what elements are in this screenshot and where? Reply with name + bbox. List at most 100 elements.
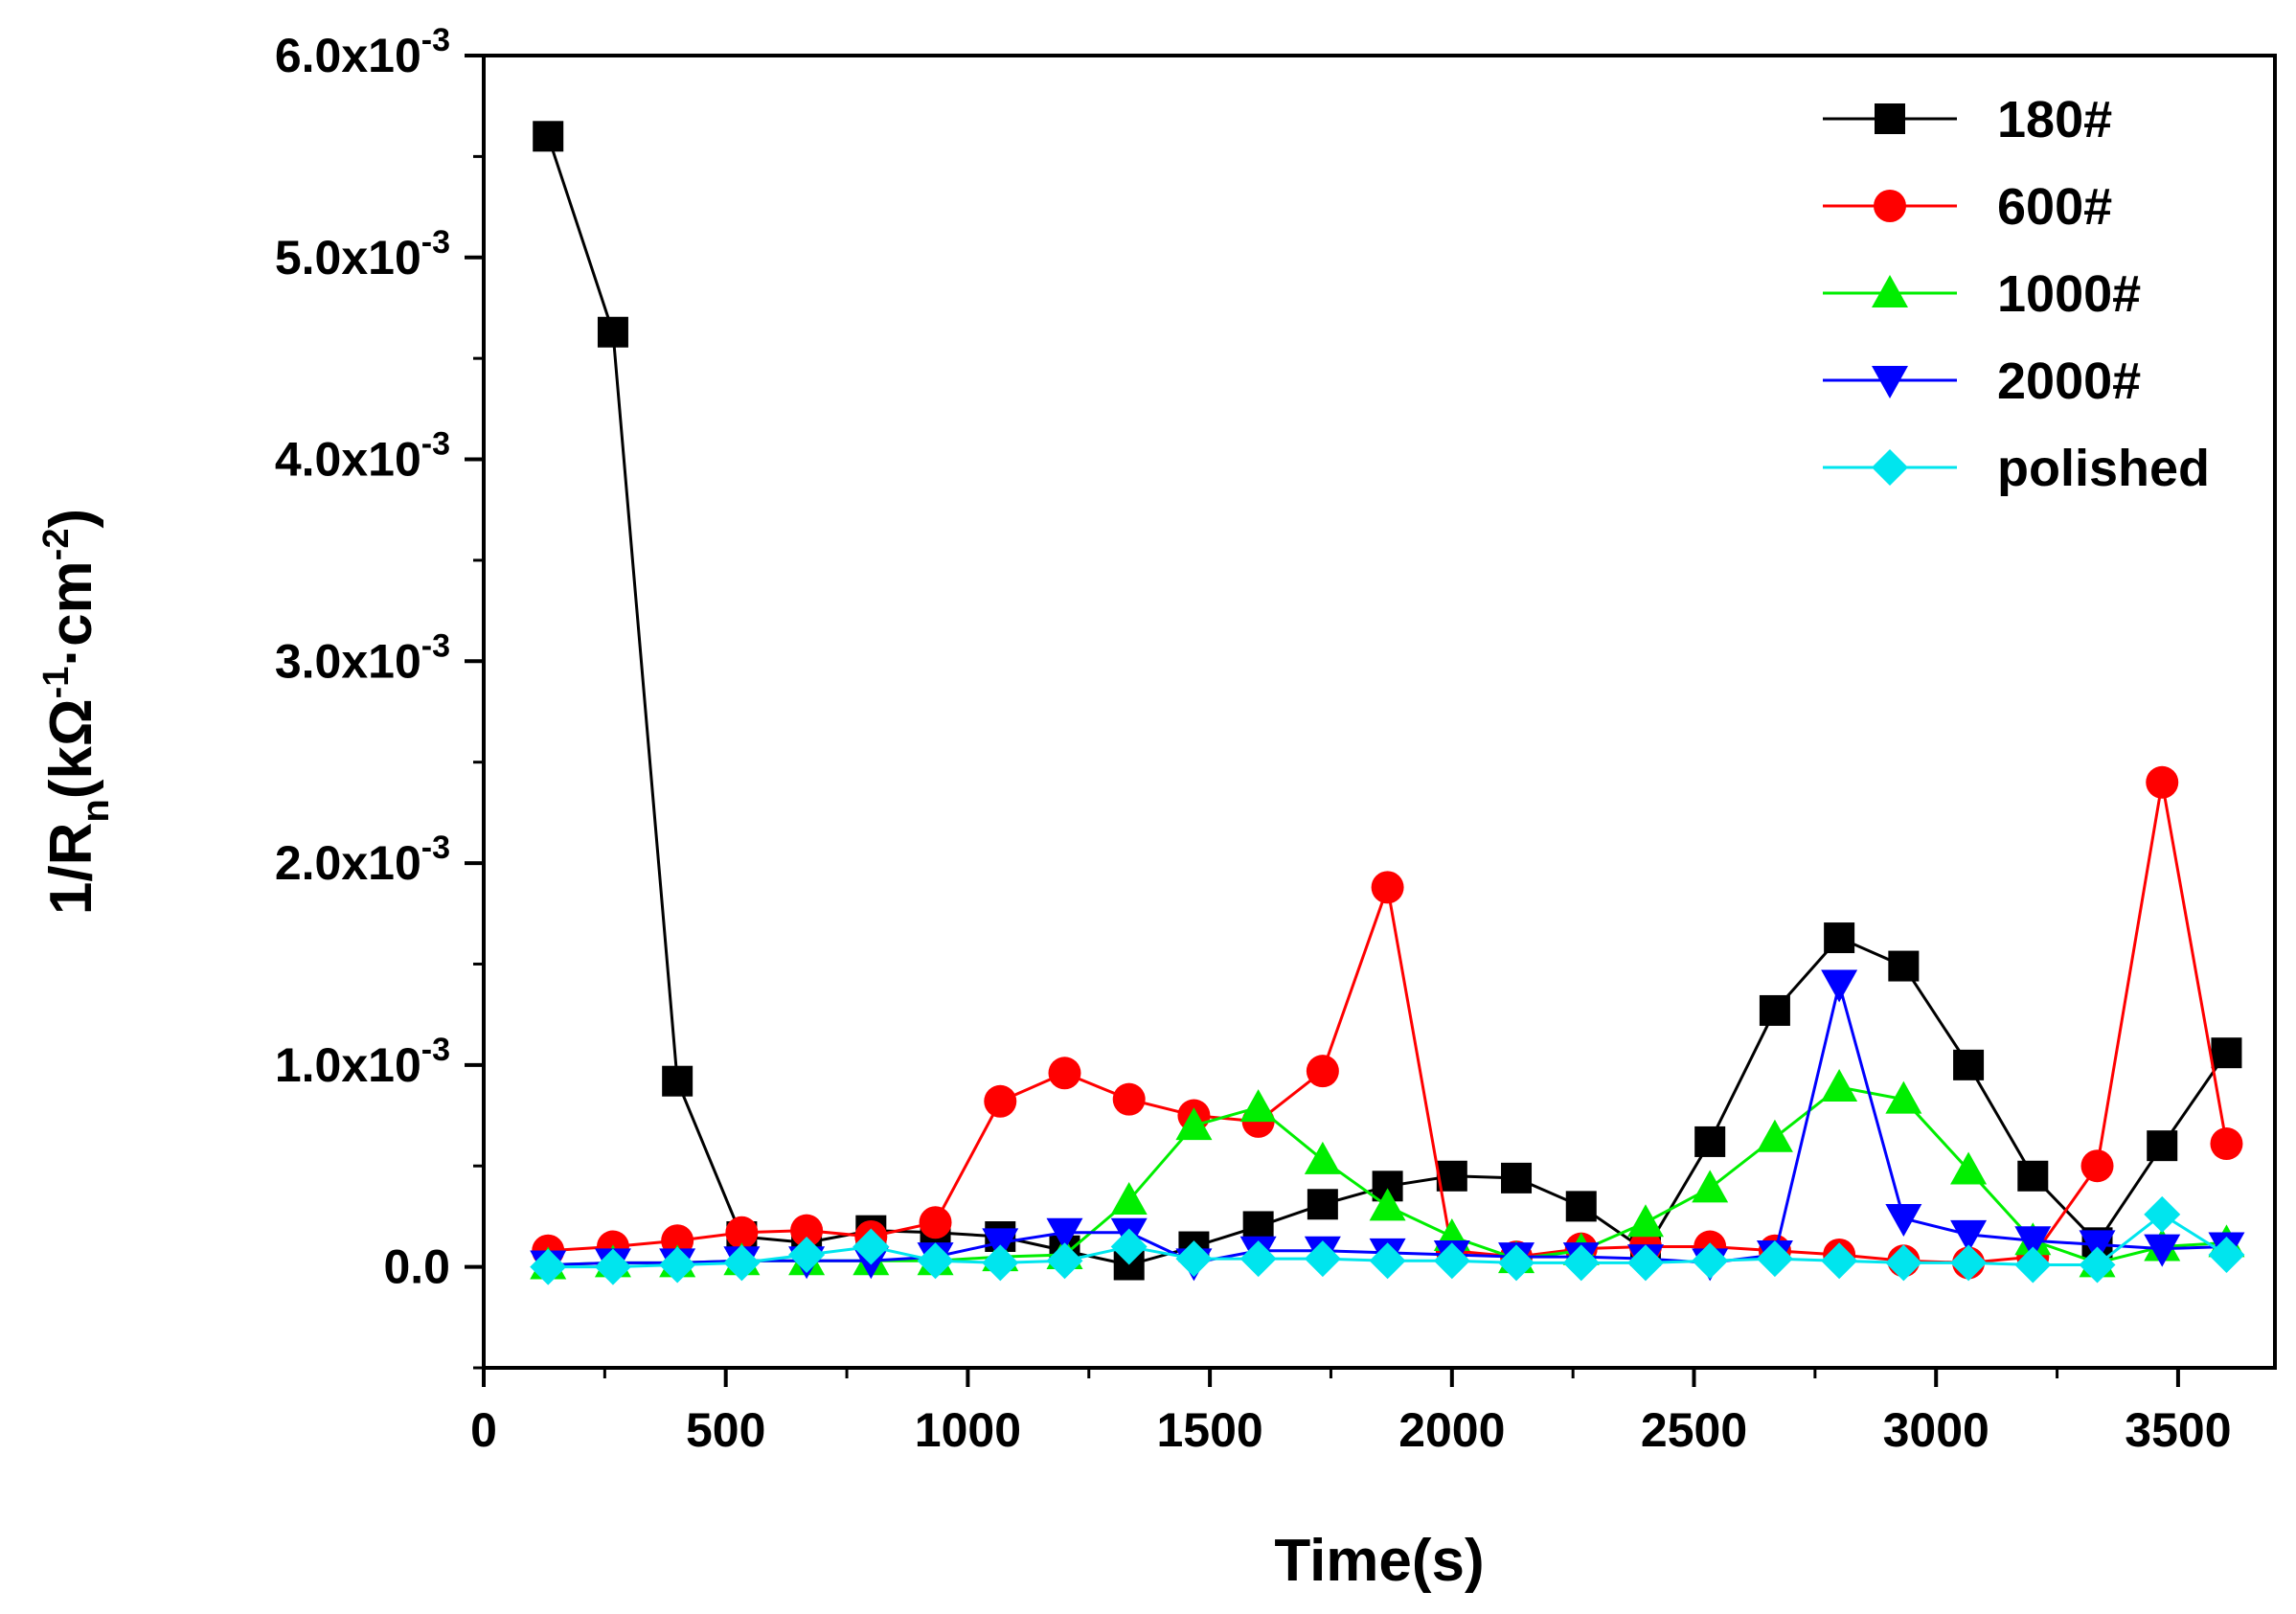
data-point xyxy=(1888,950,1920,982)
data-point xyxy=(2208,1236,2245,1273)
x-tick-label: 2500 xyxy=(1641,1403,1747,1457)
legend-marker xyxy=(1872,449,1908,486)
data-point xyxy=(1885,1204,1922,1238)
data-point xyxy=(1110,1228,1148,1265)
data-point xyxy=(1498,1244,1535,1282)
y-tick-label: 2.0x10-3 xyxy=(275,830,450,890)
legend-marker xyxy=(1872,275,1908,307)
data-point xyxy=(1112,1082,1146,1116)
data-point xyxy=(725,1216,759,1249)
data-point xyxy=(2211,1037,2242,1069)
data-point xyxy=(919,1206,952,1239)
data-point xyxy=(530,1248,567,1285)
data-point xyxy=(2014,1246,2052,1284)
data-point xyxy=(1048,1057,1081,1090)
data-point xyxy=(1824,922,1855,954)
data-point xyxy=(1953,1049,1985,1080)
data-point xyxy=(982,1228,1019,1262)
data-point xyxy=(1626,1244,1664,1282)
data-point xyxy=(1756,1240,1793,1278)
legend-item: 1000# xyxy=(1823,265,2141,323)
x-tick-label: 2000 xyxy=(1398,1403,1505,1457)
legend-label: polished xyxy=(1997,440,2210,497)
data-point xyxy=(852,1228,890,1265)
legend-label: 2000# xyxy=(1997,352,2141,410)
data-point xyxy=(1821,1242,1858,1280)
legend-item: polished xyxy=(1823,440,2210,497)
data-point xyxy=(788,1236,826,1273)
data-point xyxy=(662,1065,693,1097)
data-point xyxy=(982,1244,1019,1282)
data-point xyxy=(1371,871,1404,904)
data-point xyxy=(2017,1160,2049,1192)
data-point xyxy=(1369,1188,1406,1221)
x-tick-label: 500 xyxy=(686,1403,765,1457)
data-point xyxy=(2144,1195,2181,1233)
data-point xyxy=(1821,969,1858,1003)
data-point xyxy=(1759,994,1790,1026)
data-point xyxy=(1950,1151,1988,1185)
legend-item: 600# xyxy=(1823,178,2112,236)
data-point xyxy=(1239,1089,1277,1123)
data-point xyxy=(1175,1107,1213,1141)
data-point xyxy=(1433,1242,1470,1280)
data-point xyxy=(723,1244,761,1282)
legend: 180# 600# 1000# 2000# polished xyxy=(1823,91,2210,497)
data-point xyxy=(1304,1240,1341,1278)
data-point xyxy=(1694,1125,1726,1157)
data-point xyxy=(1110,1182,1148,1216)
data-point xyxy=(1306,1055,1339,1088)
data-point xyxy=(1501,1162,1533,1193)
series-layer xyxy=(530,121,2245,1285)
x-tick-label: 1000 xyxy=(915,1403,1021,1457)
data-point xyxy=(1565,1191,1597,1222)
data-point xyxy=(1950,1244,1988,1282)
data-point xyxy=(2079,1246,2116,1284)
x-tick-label: 0 xyxy=(470,1403,497,1457)
data-point xyxy=(2080,1149,2114,1183)
plot-frame xyxy=(482,54,2277,1370)
data-point xyxy=(1046,1242,1083,1280)
data-point xyxy=(1369,1242,1406,1280)
legend-marker xyxy=(1872,366,1908,398)
axes-layer: 0 500 1000 1500 2000 2500 3000 3500 0.0 1.0x10-3 2… xyxy=(275,22,2232,1457)
data-point xyxy=(2079,1230,2116,1263)
legend-marker xyxy=(1874,190,1906,222)
data-point xyxy=(1307,1189,1338,1220)
data-point xyxy=(2146,765,2179,799)
legend-label: 600# xyxy=(1997,178,2112,236)
legend-label: 1000# xyxy=(1997,265,2141,323)
y-tick-label: 1.0x10-3 xyxy=(275,1032,450,1092)
legend-label: 180# xyxy=(1997,91,2112,148)
y-tick-label: 6.0x10-3 xyxy=(275,22,450,82)
data-point xyxy=(1821,1069,1858,1103)
data-point xyxy=(1885,1244,1922,1282)
data-point xyxy=(597,316,628,348)
data-point xyxy=(917,1242,954,1280)
data-point xyxy=(1175,1240,1213,1278)
series-polished xyxy=(530,1195,2245,1285)
data-point xyxy=(1692,1170,1729,1203)
data-point xyxy=(1046,1217,1083,1251)
y-tick-label: 4.0x10-3 xyxy=(275,426,450,487)
y-tick-label: 5.0x10-3 xyxy=(275,224,450,284)
x-tick-label: 1500 xyxy=(1156,1403,1262,1457)
data-point xyxy=(984,1084,1017,1118)
legend-item: 180# xyxy=(1823,91,2112,148)
legend-marker xyxy=(1875,103,1905,134)
data-point xyxy=(2014,1226,2052,1260)
data-point xyxy=(533,121,564,152)
y-axis-title: 1/Rn(kΩ-1·cm-2) xyxy=(36,509,117,915)
data-point xyxy=(1692,1242,1729,1280)
data-point xyxy=(2210,1127,2243,1161)
data-point xyxy=(2147,1130,2178,1162)
data-point xyxy=(1562,1244,1600,1282)
data-point xyxy=(594,1248,631,1285)
data-point xyxy=(790,1214,824,1247)
y-tick-label: 3.0x10-3 xyxy=(275,627,450,688)
y-tick-label: 0.0 xyxy=(383,1240,450,1294)
data-point xyxy=(2144,1234,2181,1267)
data-point xyxy=(1756,1119,1793,1152)
